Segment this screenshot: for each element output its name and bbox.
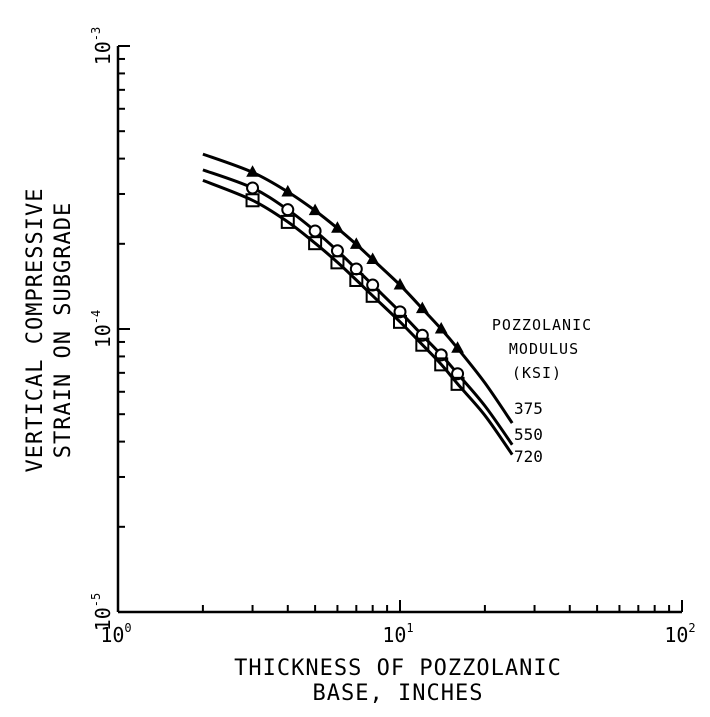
data-point-720 xyxy=(330,255,345,270)
data-point-720 xyxy=(349,272,364,287)
data-point-720 xyxy=(280,214,295,229)
curves xyxy=(202,152,514,456)
legend-title-line-3: (KSI) xyxy=(512,364,562,382)
x-tick-label-exponent: 0 xyxy=(124,621,131,635)
data-point-375 xyxy=(281,184,295,197)
y-axis-title-line-2: STRAIN ON SUBGRADE xyxy=(51,202,76,458)
axes xyxy=(116,46,682,614)
series-label-550: 550 xyxy=(514,425,543,444)
data-point-720 xyxy=(450,376,465,391)
data-point-550 xyxy=(246,181,260,195)
x-axis-title-line-2: BASE, INCHES xyxy=(313,681,484,706)
data-point-375 xyxy=(451,341,464,353)
y-tick-label-0: 10-5 xyxy=(89,593,115,632)
data-point-550 xyxy=(308,224,322,238)
data-point-375 xyxy=(349,237,363,249)
data-point-375 xyxy=(366,252,380,265)
x-tick-label-base: 10 xyxy=(100,623,124,647)
series-label-375: 375 xyxy=(514,399,543,418)
x-tick-label-2: 102 xyxy=(664,621,695,647)
data-point-720 xyxy=(434,357,449,372)
series-label-720: 720 xyxy=(514,447,543,466)
data-point-375 xyxy=(308,203,322,216)
x-tick-label-0: 100 xyxy=(100,621,131,647)
data-point-375 xyxy=(331,221,344,233)
markers xyxy=(245,165,465,391)
y-axis-title: VERTICAL COMPRESSIVE STRAIN ON SUBGRADE xyxy=(23,188,76,473)
y-tick-label-1: 10-4 xyxy=(89,310,115,349)
series-line-550 xyxy=(202,168,514,446)
y-tick-label-base: 10 xyxy=(91,41,115,65)
data-point-375 xyxy=(415,301,429,314)
y-tick-label-base: 10 xyxy=(91,607,115,631)
x-tick-label-base: 10 xyxy=(382,623,406,647)
legend-title-line-2: MODULUS xyxy=(509,340,579,358)
x-tick-label-exponent: 2 xyxy=(688,621,695,635)
data-point-550 xyxy=(349,262,363,276)
y-axis-title-line-1: VERTICAL COMPRESSIVE xyxy=(23,188,48,473)
data-point-550 xyxy=(393,305,407,319)
y-tick-label-2: 10-3 xyxy=(89,27,115,66)
y-tick-label-exponent: -4 xyxy=(89,310,103,324)
data-point-550 xyxy=(281,203,295,217)
x-axis-title-line-1: THICKNESS OF POZZOLANIC xyxy=(234,656,562,681)
data-point-375 xyxy=(434,321,448,334)
data-point-720 xyxy=(415,337,430,352)
legend: POZZOLANIC MODULUS (KSI) xyxy=(492,316,592,382)
data-point-375 xyxy=(246,165,259,177)
series-line-720 xyxy=(202,179,514,456)
series-labels: 375 550 720 xyxy=(514,399,543,466)
data-point-550 xyxy=(451,367,465,381)
ticks xyxy=(117,45,683,613)
data-point-550 xyxy=(330,244,344,258)
legend-title-line-1: POZZOLANIC xyxy=(492,316,592,334)
y-tick-label-exponent: -3 xyxy=(89,27,103,41)
x-tick-label-base: 10 xyxy=(664,623,688,647)
y-tick-label-exponent: -5 xyxy=(89,593,103,607)
data-point-375 xyxy=(393,278,407,290)
y-tick-label-base: 10 xyxy=(91,324,115,348)
data-point-720 xyxy=(308,236,323,251)
data-point-720 xyxy=(393,314,407,329)
x-axis-title: THICKNESS OF POZZOLANIC BASE, INCHES xyxy=(234,656,562,706)
data-point-720 xyxy=(245,193,260,208)
x-tick-label-exponent: 1 xyxy=(406,621,413,635)
x-tick-label-1: 101 xyxy=(382,621,413,647)
data-point-720 xyxy=(365,288,380,303)
